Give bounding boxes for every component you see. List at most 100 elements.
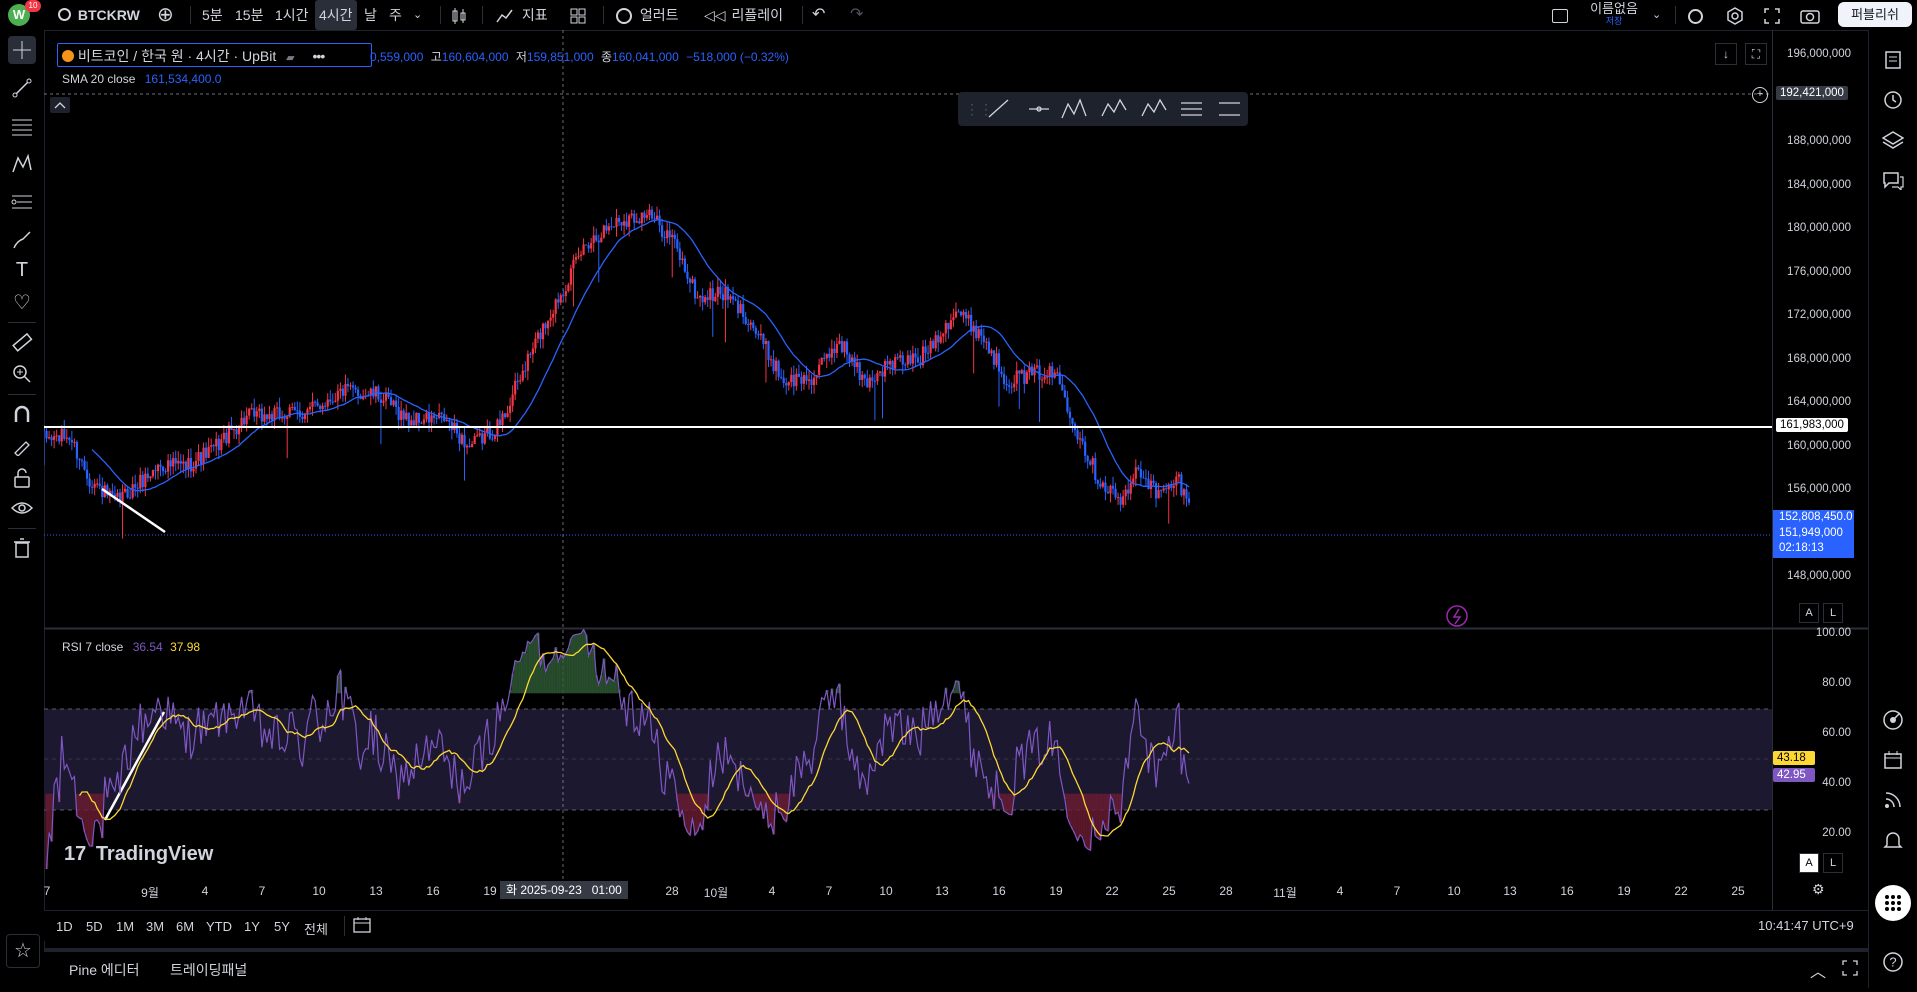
range-button[interactable]: 1M [116, 919, 134, 934]
layout-chevron-down-icon[interactable]: ⌄ [1652, 0, 1661, 30]
trash-icon[interactable] [8, 534, 36, 562]
candle-body [993, 350, 995, 364]
interval-week[interactable]: 주 [385, 0, 406, 30]
candle-body [45, 431, 47, 438]
candle-body [1127, 490, 1129, 494]
help-icon[interactable]: ? [1879, 948, 1907, 976]
range-button[interactable]: YTD [206, 919, 232, 934]
candle-body [319, 406, 321, 409]
apps-grid-icon[interactable] [1875, 885, 1911, 921]
layouts-grid-icon[interactable] [570, 0, 586, 30]
interval-5m[interactable]: 5분 [198, 0, 227, 30]
interval-1h[interactable]: 1시간 [271, 0, 313, 30]
pattern-icon[interactable] [8, 150, 36, 178]
settings-gear-icon[interactable] [1726, 0, 1744, 30]
quick-search-icon[interactable] [1688, 0, 1703, 30]
time-settings-gear-icon[interactable]: ⚙ [1812, 881, 1825, 898]
range-button[interactable]: 1Y [244, 919, 260, 934]
candle-type-icon[interactable] [450, 0, 468, 30]
candle-body [942, 333, 944, 336]
calendar-icon[interactable] [1879, 746, 1907, 774]
chevron-down-icon[interactable]: ⌄ [413, 0, 422, 30]
heart-icon[interactable]: ♡ [8, 288, 36, 316]
favorites-star-icon[interactable]: ☆ [6, 934, 40, 968]
bitcoin-logo-icon [62, 50, 74, 62]
right-sidebar: ? [1868, 30, 1917, 988]
pencil-lock-icon[interactable] [8, 432, 36, 460]
chart-maximize-icon[interactable]: ⛶ [1745, 43, 1767, 65]
range-button[interactable]: 전체 [304, 919, 328, 938]
alert-button[interactable]: 얼러트 [616, 0, 679, 30]
candle-body [471, 444, 473, 447]
bell-icon[interactable] [1879, 826, 1907, 854]
panel-chevron-up-icon[interactable]: ︿ [1810, 958, 1826, 982]
chart-download-icon[interactable]: ↓ [1715, 43, 1737, 65]
hline-price-tag: 161,983,000 [1776, 418, 1848, 432]
target-icon[interactable] [1879, 706, 1907, 734]
range-button[interactable]: 5D [86, 919, 103, 934]
redo-icon[interactable]: ↷ [850, 0, 863, 30]
interval-4h[interactable]: 4시간 [315, 0, 357, 30]
range-button[interactable]: 5Y [274, 919, 290, 934]
layout-checkbox-icon[interactable] [1552, 0, 1568, 30]
floating-drawing-toolbar[interactable]: ⋮⋮ [958, 92, 1248, 126]
camera-icon[interactable] [1800, 0, 1820, 30]
collapse-chevron-icon[interactable] [50, 97, 70, 113]
range-button[interactable]: 1D [56, 919, 73, 934]
layout-name[interactable]: 이름없음 저장 [1588, 1, 1640, 27]
lightning-icon[interactable] [1447, 606, 1467, 626]
candle-body [185, 462, 187, 469]
text-tool-icon[interactable]: T [8, 256, 36, 284]
indicators-button[interactable]: 지표 [496, 0, 548, 30]
fib-icon[interactable] [8, 188, 36, 216]
magnet-icon[interactable] [8, 400, 36, 428]
goto-date-icon[interactable] [352, 915, 372, 938]
tab-pine-editor[interactable]: Pine 에디터 [69, 960, 140, 980]
alert-clock-icon[interactable] [1879, 86, 1907, 114]
log-scale-button[interactable]: L [1823, 603, 1843, 623]
flag-icon[interactable]: ▰ [286, 52, 294, 64]
horizontal-lines-icon[interactable] [8, 112, 36, 140]
interval-15m[interactable]: 15분 [231, 0, 267, 30]
rsi-tick: 60.00 [1783, 727, 1851, 739]
candle-body [653, 218, 655, 219]
rss-icon[interactable] [1879, 786, 1907, 814]
chat-icon[interactable] [1879, 166, 1907, 194]
eye-icon[interactable] [8, 494, 36, 522]
undo-icon[interactable]: ↶ [812, 0, 825, 30]
panel-maximize-icon[interactable] [1842, 960, 1858, 979]
replay-button[interactable]: ◁◁ 리플레이 [704, 0, 783, 30]
range-button[interactable]: 6M [176, 919, 194, 934]
brush-icon[interactable] [8, 226, 36, 254]
ruler-icon[interactable] [8, 328, 36, 356]
range-button[interactable]: 3M [146, 919, 164, 934]
time-tick: 16 [1560, 884, 1573, 898]
auto-scale-button[interactable]: A [1799, 603, 1819, 623]
zoom-in-icon[interactable] [8, 360, 36, 388]
layers-icon[interactable] [1879, 126, 1907, 154]
rsi-log-scale-button[interactable]: L [1823, 853, 1843, 873]
fullscreen-icon[interactable] [1764, 0, 1780, 30]
rsi-legend[interactable]: RSI 7 close 36.54 37.98 [62, 640, 200, 654]
rsi-auto-scale-button[interactable]: A [1799, 853, 1819, 873]
symbol-search[interactable]: BTCKRW [58, 0, 140, 30]
trend-line-icon[interactable] [8, 74, 36, 102]
lock-icon[interactable] [8, 464, 36, 492]
crosshair-icon[interactable] [8, 36, 36, 64]
watchlist-icon[interactable] [1879, 46, 1907, 74]
crosshair-add-icon[interactable]: + [1752, 87, 1768, 103]
utc-clock[interactable]: 10:41:47 UTC+9 [1758, 918, 1854, 933]
candle-body [425, 413, 427, 419]
compare-add-icon[interactable]: ⊕ [157, 0, 174, 30]
sma-legend[interactable]: SMA 20 close 161,534,400.0 [62, 72, 221, 86]
more-options-icon[interactable]: ••• [313, 48, 325, 64]
candle-body [876, 373, 878, 381]
rsi-extreme-fill [580, 634, 583, 694]
publish-button[interactable]: 퍼블리쉬 [1838, 2, 1912, 27]
candle-body [301, 417, 303, 419]
candle-body [390, 397, 392, 405]
interval-day[interactable]: 날 [360, 0, 381, 30]
candle-body [846, 341, 848, 354]
chart-canvas[interactable]: ⋮⋮ [44, 30, 1868, 910]
tab-trading-panel[interactable]: 트레이딩패널 [170, 960, 247, 980]
